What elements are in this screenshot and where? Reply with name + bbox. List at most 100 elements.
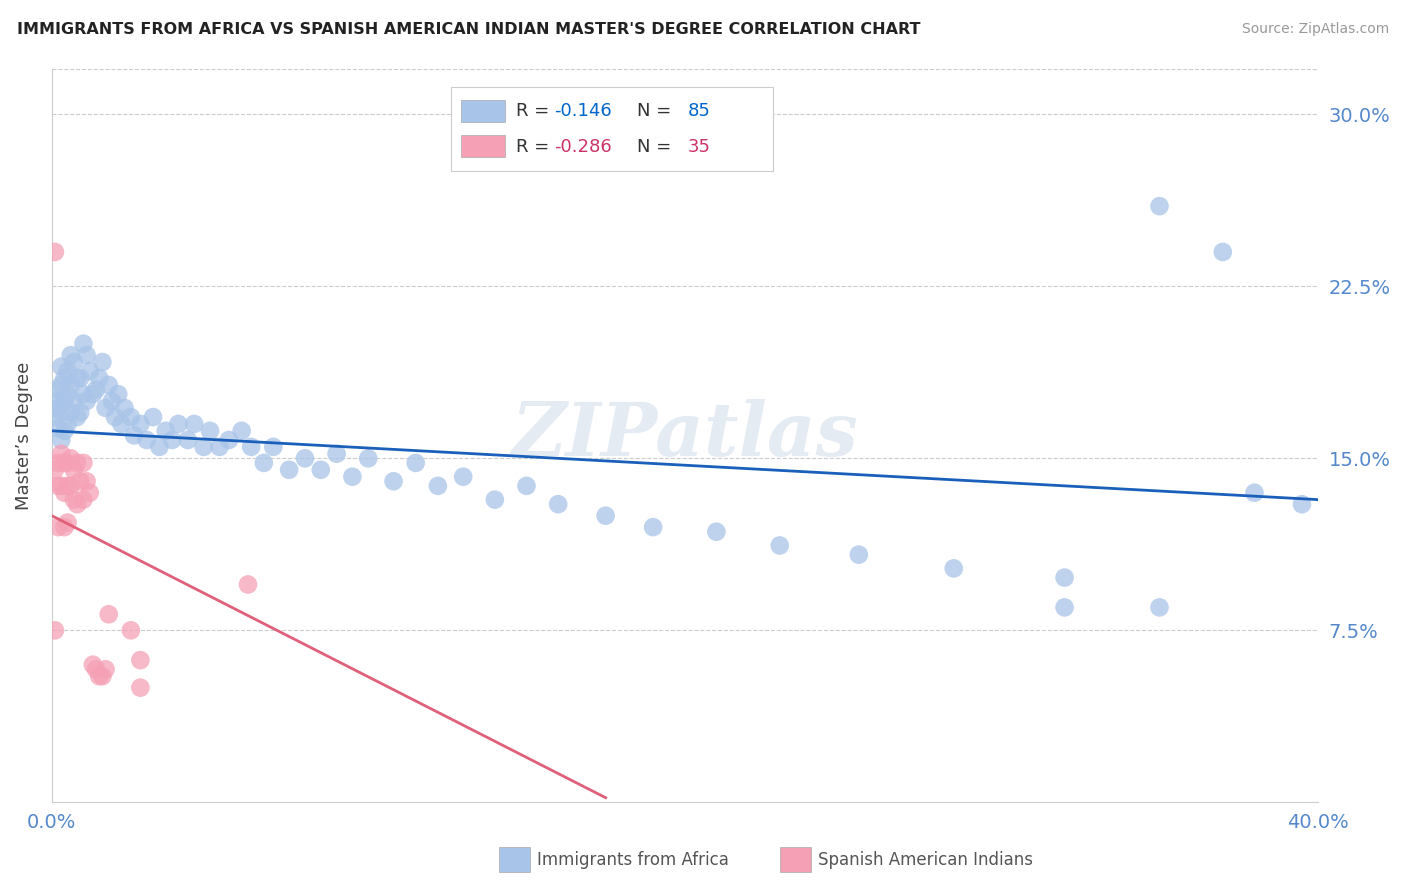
FancyBboxPatch shape bbox=[461, 100, 505, 122]
Point bbox=[101, 394, 124, 409]
Text: N =: N = bbox=[637, 138, 676, 156]
Text: R =: R = bbox=[516, 102, 555, 120]
Point bbox=[451, 469, 474, 483]
Text: -0.286: -0.286 bbox=[554, 138, 612, 156]
Point bbox=[198, 424, 221, 438]
Text: -0.146: -0.146 bbox=[554, 102, 612, 120]
Point bbox=[1243, 485, 1265, 500]
Point bbox=[218, 433, 240, 447]
Text: 35: 35 bbox=[688, 138, 710, 156]
Point bbox=[56, 364, 79, 378]
Point bbox=[595, 508, 617, 523]
Point bbox=[1149, 600, 1171, 615]
Point bbox=[63, 492, 86, 507]
Point bbox=[142, 410, 165, 425]
Text: Spanish American Indians: Spanish American Indians bbox=[818, 851, 1033, 869]
Point bbox=[56, 387, 79, 401]
Point bbox=[122, 428, 145, 442]
Point bbox=[236, 577, 259, 591]
Point bbox=[44, 244, 66, 259]
Point bbox=[59, 479, 82, 493]
Point bbox=[79, 485, 101, 500]
Text: R =: R = bbox=[516, 138, 555, 156]
Point bbox=[155, 424, 177, 438]
Point bbox=[44, 624, 66, 638]
Point bbox=[160, 433, 183, 447]
Point bbox=[69, 405, 91, 419]
Text: 85: 85 bbox=[688, 102, 710, 120]
Point bbox=[53, 371, 76, 385]
Point bbox=[69, 475, 91, 489]
Point bbox=[51, 405, 73, 419]
Text: Source: ZipAtlas.com: Source: ZipAtlas.com bbox=[1241, 22, 1389, 37]
Point bbox=[1291, 497, 1313, 511]
Point bbox=[84, 383, 107, 397]
Point bbox=[72, 336, 94, 351]
Point bbox=[405, 456, 427, 470]
Point bbox=[309, 463, 332, 477]
Point bbox=[46, 401, 69, 415]
Point bbox=[706, 524, 728, 539]
Point bbox=[63, 463, 86, 477]
Point bbox=[208, 440, 231, 454]
Point bbox=[63, 355, 86, 369]
Point bbox=[114, 401, 136, 415]
Point bbox=[342, 469, 364, 483]
Point bbox=[53, 520, 76, 534]
Point bbox=[107, 387, 129, 401]
Point bbox=[120, 410, 142, 425]
Text: N =: N = bbox=[637, 102, 676, 120]
Point bbox=[89, 669, 111, 683]
Point bbox=[51, 447, 73, 461]
Point bbox=[231, 424, 253, 438]
Point bbox=[53, 485, 76, 500]
Point bbox=[46, 421, 69, 435]
Point bbox=[84, 662, 107, 676]
Text: IMMIGRANTS FROM AFRICA VS SPANISH AMERICAN INDIAN MASTER'S DEGREE CORRELATION CH: IMMIGRANTS FROM AFRICA VS SPANISH AMERIC… bbox=[17, 22, 921, 37]
Point bbox=[1053, 571, 1076, 585]
Y-axis label: Master’s Degree: Master’s Degree bbox=[15, 361, 32, 509]
Point bbox=[53, 394, 76, 409]
Point bbox=[94, 662, 117, 676]
Point bbox=[1149, 199, 1171, 213]
Point bbox=[44, 463, 66, 477]
FancyBboxPatch shape bbox=[450, 87, 773, 171]
Point bbox=[51, 378, 73, 392]
Point bbox=[46, 520, 69, 534]
Point bbox=[76, 394, 98, 409]
Point bbox=[66, 371, 89, 385]
Point bbox=[44, 394, 66, 409]
Point bbox=[129, 417, 152, 431]
Point bbox=[193, 440, 215, 454]
Point bbox=[56, 417, 79, 431]
Point bbox=[59, 451, 82, 466]
Point bbox=[59, 348, 82, 362]
Point bbox=[547, 497, 569, 511]
Point bbox=[325, 447, 347, 461]
Point bbox=[120, 624, 142, 638]
Point bbox=[66, 497, 89, 511]
Point bbox=[82, 657, 104, 672]
Point bbox=[769, 539, 792, 553]
Point bbox=[91, 355, 114, 369]
Point bbox=[46, 383, 69, 397]
Point bbox=[643, 520, 665, 534]
Point bbox=[82, 387, 104, 401]
Point bbox=[56, 456, 79, 470]
Point bbox=[51, 479, 73, 493]
Point bbox=[129, 681, 152, 695]
Point bbox=[76, 475, 98, 489]
Point bbox=[46, 479, 69, 493]
Point bbox=[66, 456, 89, 470]
FancyBboxPatch shape bbox=[461, 135, 505, 157]
Text: Immigrants from Africa: Immigrants from Africa bbox=[537, 851, 728, 869]
Point bbox=[44, 410, 66, 425]
Point bbox=[104, 410, 127, 425]
Point bbox=[294, 451, 316, 466]
Point bbox=[1212, 244, 1234, 259]
Point bbox=[63, 394, 86, 409]
Point bbox=[51, 433, 73, 447]
Point bbox=[129, 653, 152, 667]
Point bbox=[46, 456, 69, 470]
Point bbox=[942, 561, 965, 575]
